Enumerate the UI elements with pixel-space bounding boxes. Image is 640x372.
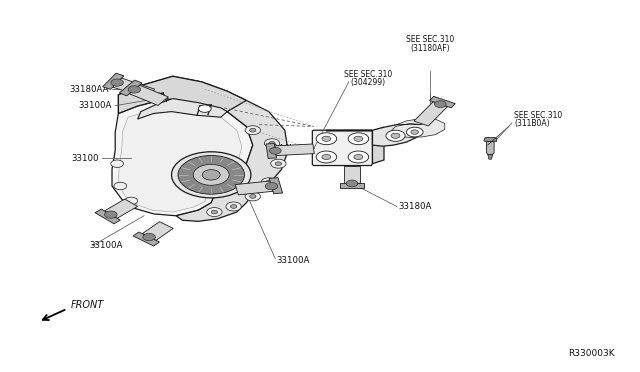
Circle shape bbox=[172, 152, 251, 198]
Polygon shape bbox=[429, 96, 455, 108]
Polygon shape bbox=[484, 138, 497, 141]
Circle shape bbox=[316, 151, 337, 163]
Polygon shape bbox=[344, 166, 360, 183]
Text: SEE SEC.310: SEE SEC.310 bbox=[344, 70, 392, 79]
Polygon shape bbox=[112, 99, 253, 216]
Circle shape bbox=[322, 136, 331, 141]
Circle shape bbox=[250, 195, 256, 198]
Polygon shape bbox=[488, 154, 493, 159]
Text: 33180A: 33180A bbox=[399, 202, 432, 211]
Circle shape bbox=[114, 182, 127, 190]
Circle shape bbox=[245, 192, 260, 201]
Circle shape bbox=[406, 127, 423, 137]
Polygon shape bbox=[269, 177, 283, 194]
Circle shape bbox=[391, 133, 400, 138]
Circle shape bbox=[128, 86, 141, 93]
Circle shape bbox=[211, 210, 218, 214]
Polygon shape bbox=[392, 118, 445, 138]
Circle shape bbox=[111, 160, 124, 167]
Circle shape bbox=[269, 141, 275, 145]
Circle shape bbox=[111, 79, 124, 86]
Circle shape bbox=[269, 147, 281, 154]
Polygon shape bbox=[118, 106, 242, 212]
Circle shape bbox=[125, 197, 138, 205]
Circle shape bbox=[271, 159, 286, 168]
Circle shape bbox=[316, 133, 337, 145]
Polygon shape bbox=[176, 91, 288, 221]
Text: 3044L: 3044L bbox=[268, 144, 294, 153]
Circle shape bbox=[346, 180, 358, 187]
Circle shape bbox=[143, 233, 156, 241]
Text: SEE SEC.310: SEE SEC.310 bbox=[514, 111, 562, 120]
Circle shape bbox=[348, 133, 369, 145]
Circle shape bbox=[275, 162, 282, 166]
Circle shape bbox=[264, 139, 280, 148]
Circle shape bbox=[230, 205, 237, 208]
Circle shape bbox=[193, 164, 229, 185]
Polygon shape bbox=[340, 183, 365, 188]
Circle shape bbox=[245, 126, 260, 135]
Polygon shape bbox=[414, 102, 447, 126]
Circle shape bbox=[261, 178, 276, 187]
Circle shape bbox=[386, 130, 405, 141]
Polygon shape bbox=[266, 144, 276, 158]
Polygon shape bbox=[118, 76, 246, 113]
Circle shape bbox=[198, 105, 211, 112]
Polygon shape bbox=[312, 130, 372, 166]
Polygon shape bbox=[236, 181, 273, 195]
Text: 33100A: 33100A bbox=[90, 241, 123, 250]
Polygon shape bbox=[326, 124, 422, 146]
Polygon shape bbox=[372, 127, 384, 164]
Circle shape bbox=[152, 93, 164, 100]
Polygon shape bbox=[138, 99, 227, 119]
Circle shape bbox=[354, 136, 363, 141]
Text: 33100A: 33100A bbox=[276, 256, 310, 265]
Polygon shape bbox=[113, 78, 155, 98]
Text: 33180AA: 33180AA bbox=[69, 85, 109, 94]
Circle shape bbox=[265, 183, 278, 190]
Polygon shape bbox=[486, 141, 494, 154]
Circle shape bbox=[178, 155, 244, 194]
Polygon shape bbox=[133, 232, 159, 246]
Circle shape bbox=[202, 170, 220, 180]
Text: R330003K: R330003K bbox=[568, 349, 614, 358]
Polygon shape bbox=[119, 80, 142, 96]
Text: 33100A: 33100A bbox=[79, 101, 112, 110]
Circle shape bbox=[250, 128, 256, 132]
Polygon shape bbox=[129, 85, 168, 105]
Circle shape bbox=[348, 151, 369, 163]
Circle shape bbox=[435, 101, 446, 108]
Circle shape bbox=[322, 154, 331, 160]
Polygon shape bbox=[142, 222, 173, 240]
Text: FRONT: FRONT bbox=[70, 299, 104, 310]
Text: (31180AF): (31180AF) bbox=[410, 44, 450, 53]
Polygon shape bbox=[275, 144, 314, 155]
Circle shape bbox=[207, 208, 222, 217]
Text: (304299): (304299) bbox=[351, 78, 385, 87]
Polygon shape bbox=[95, 209, 120, 224]
Circle shape bbox=[104, 211, 117, 218]
Polygon shape bbox=[104, 199, 138, 218]
Text: (311B0A): (311B0A) bbox=[514, 119, 550, 128]
Circle shape bbox=[354, 154, 363, 160]
Circle shape bbox=[226, 202, 241, 211]
Circle shape bbox=[266, 180, 272, 184]
Circle shape bbox=[411, 130, 419, 134]
Polygon shape bbox=[118, 76, 227, 113]
Text: SEE SEC.310: SEE SEC.310 bbox=[406, 35, 454, 44]
Polygon shape bbox=[102, 73, 124, 89]
Text: 33100: 33100 bbox=[72, 154, 99, 163]
